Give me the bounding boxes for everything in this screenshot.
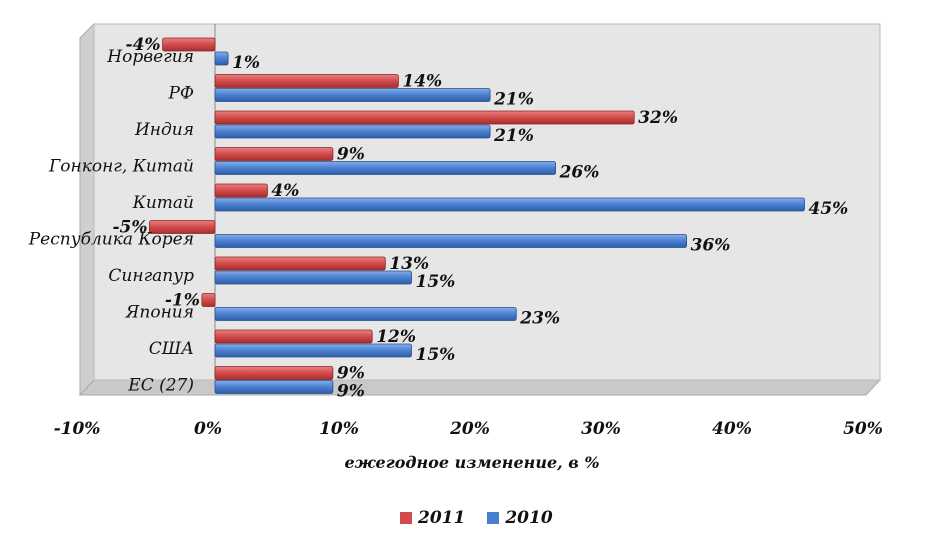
category-label: Гонконг, Китай [48, 157, 194, 177]
value-label-2010: 45% [809, 199, 849, 219]
bar-2010 [214, 380, 334, 394]
value-label-2011: -1% [165, 291, 200, 311]
category-label: Япония [125, 303, 194, 323]
bar-2011 [214, 183, 268, 198]
bar-2011 [201, 293, 216, 307]
value-label-2011: 12% [376, 327, 416, 347]
value-label-2010: 1% [232, 53, 260, 73]
bar-2011 [149, 220, 216, 234]
value-label-2011: 13% [389, 254, 429, 274]
category-label: РФ [167, 84, 194, 104]
x-tick-labels: -10% 0% 10% 20% 30% 40% 50% [54, 419, 883, 439]
value-label-2010: 15% [416, 345, 456, 365]
bar-2011 [214, 366, 334, 380]
x-tick-label: 10% [319, 419, 359, 439]
category-label: США [149, 339, 194, 359]
category-label: Индия [134, 120, 194, 140]
bar-2011 [214, 110, 635, 125]
bar-2011 [214, 74, 399, 88]
value-label-2011: 14% [402, 72, 442, 92]
x-tick-label: 40% [712, 419, 752, 439]
value-label-2010: 21% [493, 126, 534, 146]
x-tick-label: -10% [54, 419, 101, 439]
value-label-2010: 15% [416, 272, 456, 292]
bar-2010 [214, 161, 557, 175]
value-labels: -4%1%14%21%32%21%9%26%4%45%-5%36%13%15%-… [112, 35, 848, 402]
x-tick-label: 50% [843, 419, 883, 439]
value-label-2010: 9% [337, 382, 365, 402]
bar-2010 [214, 343, 412, 358]
legend-swatch-2011 [400, 512, 412, 524]
bar-2011 [162, 37, 216, 52]
legend-label-2010: 2010 [505, 508, 553, 528]
value-label-2010: 36% [691, 236, 731, 256]
legend-item-2011: 2011 [400, 508, 465, 528]
value-label-2011: 9% [337, 145, 365, 165]
category-label: Норвегия [106, 47, 194, 67]
value-label-2011: 32% [638, 108, 678, 128]
value-label-2011: 4% [271, 181, 299, 201]
plot-floor [78, 379, 882, 396]
value-label-2011: 9% [337, 364, 365, 384]
value-label-2010: 21% [493, 90, 534, 110]
bar-2010 [214, 124, 491, 139]
value-label-2011: -5% [112, 218, 147, 238]
bar-2010 [214, 197, 805, 212]
bars-layer [149, 24, 805, 394]
legend-swatch-2010 [487, 512, 500, 524]
category-labels: Норвегия РФ Индия Гонконг, Китай Китай Респуб… [28, 47, 194, 396]
value-label-2011: -4% [126, 35, 161, 55]
category-label: ЕС (27) [127, 376, 194, 396]
legend: 2011 2010 [400, 508, 553, 528]
bar-2010 [214, 51, 229, 66]
category-label: Республика Корея [28, 230, 194, 250]
legend-label-2011: 2011 [418, 508, 466, 528]
value-label-2010: 26% [559, 163, 600, 183]
bar-2010 [214, 88, 491, 102]
x-tick-label: 20% [449, 419, 490, 439]
x-tick-label: 30% [581, 419, 621, 439]
x-axis-title: ежегодное изменение, в % [344, 453, 599, 472]
plot-side-wall [79, 22, 95, 397]
x-tick-label: 0% [194, 419, 222, 439]
legend-item-2010: 2010 [487, 508, 553, 528]
bar-2010 [214, 234, 688, 248]
bar-2011 [214, 256, 386, 271]
bar-2010 [214, 307, 517, 321]
bar-2011 [214, 147, 334, 161]
value-label-2010: 23% [519, 309, 560, 329]
category-label: Китай [132, 193, 194, 213]
bar-2011 [214, 329, 373, 344]
bar-2010 [214, 270, 412, 285]
category-label: Сингапур [108, 266, 194, 286]
